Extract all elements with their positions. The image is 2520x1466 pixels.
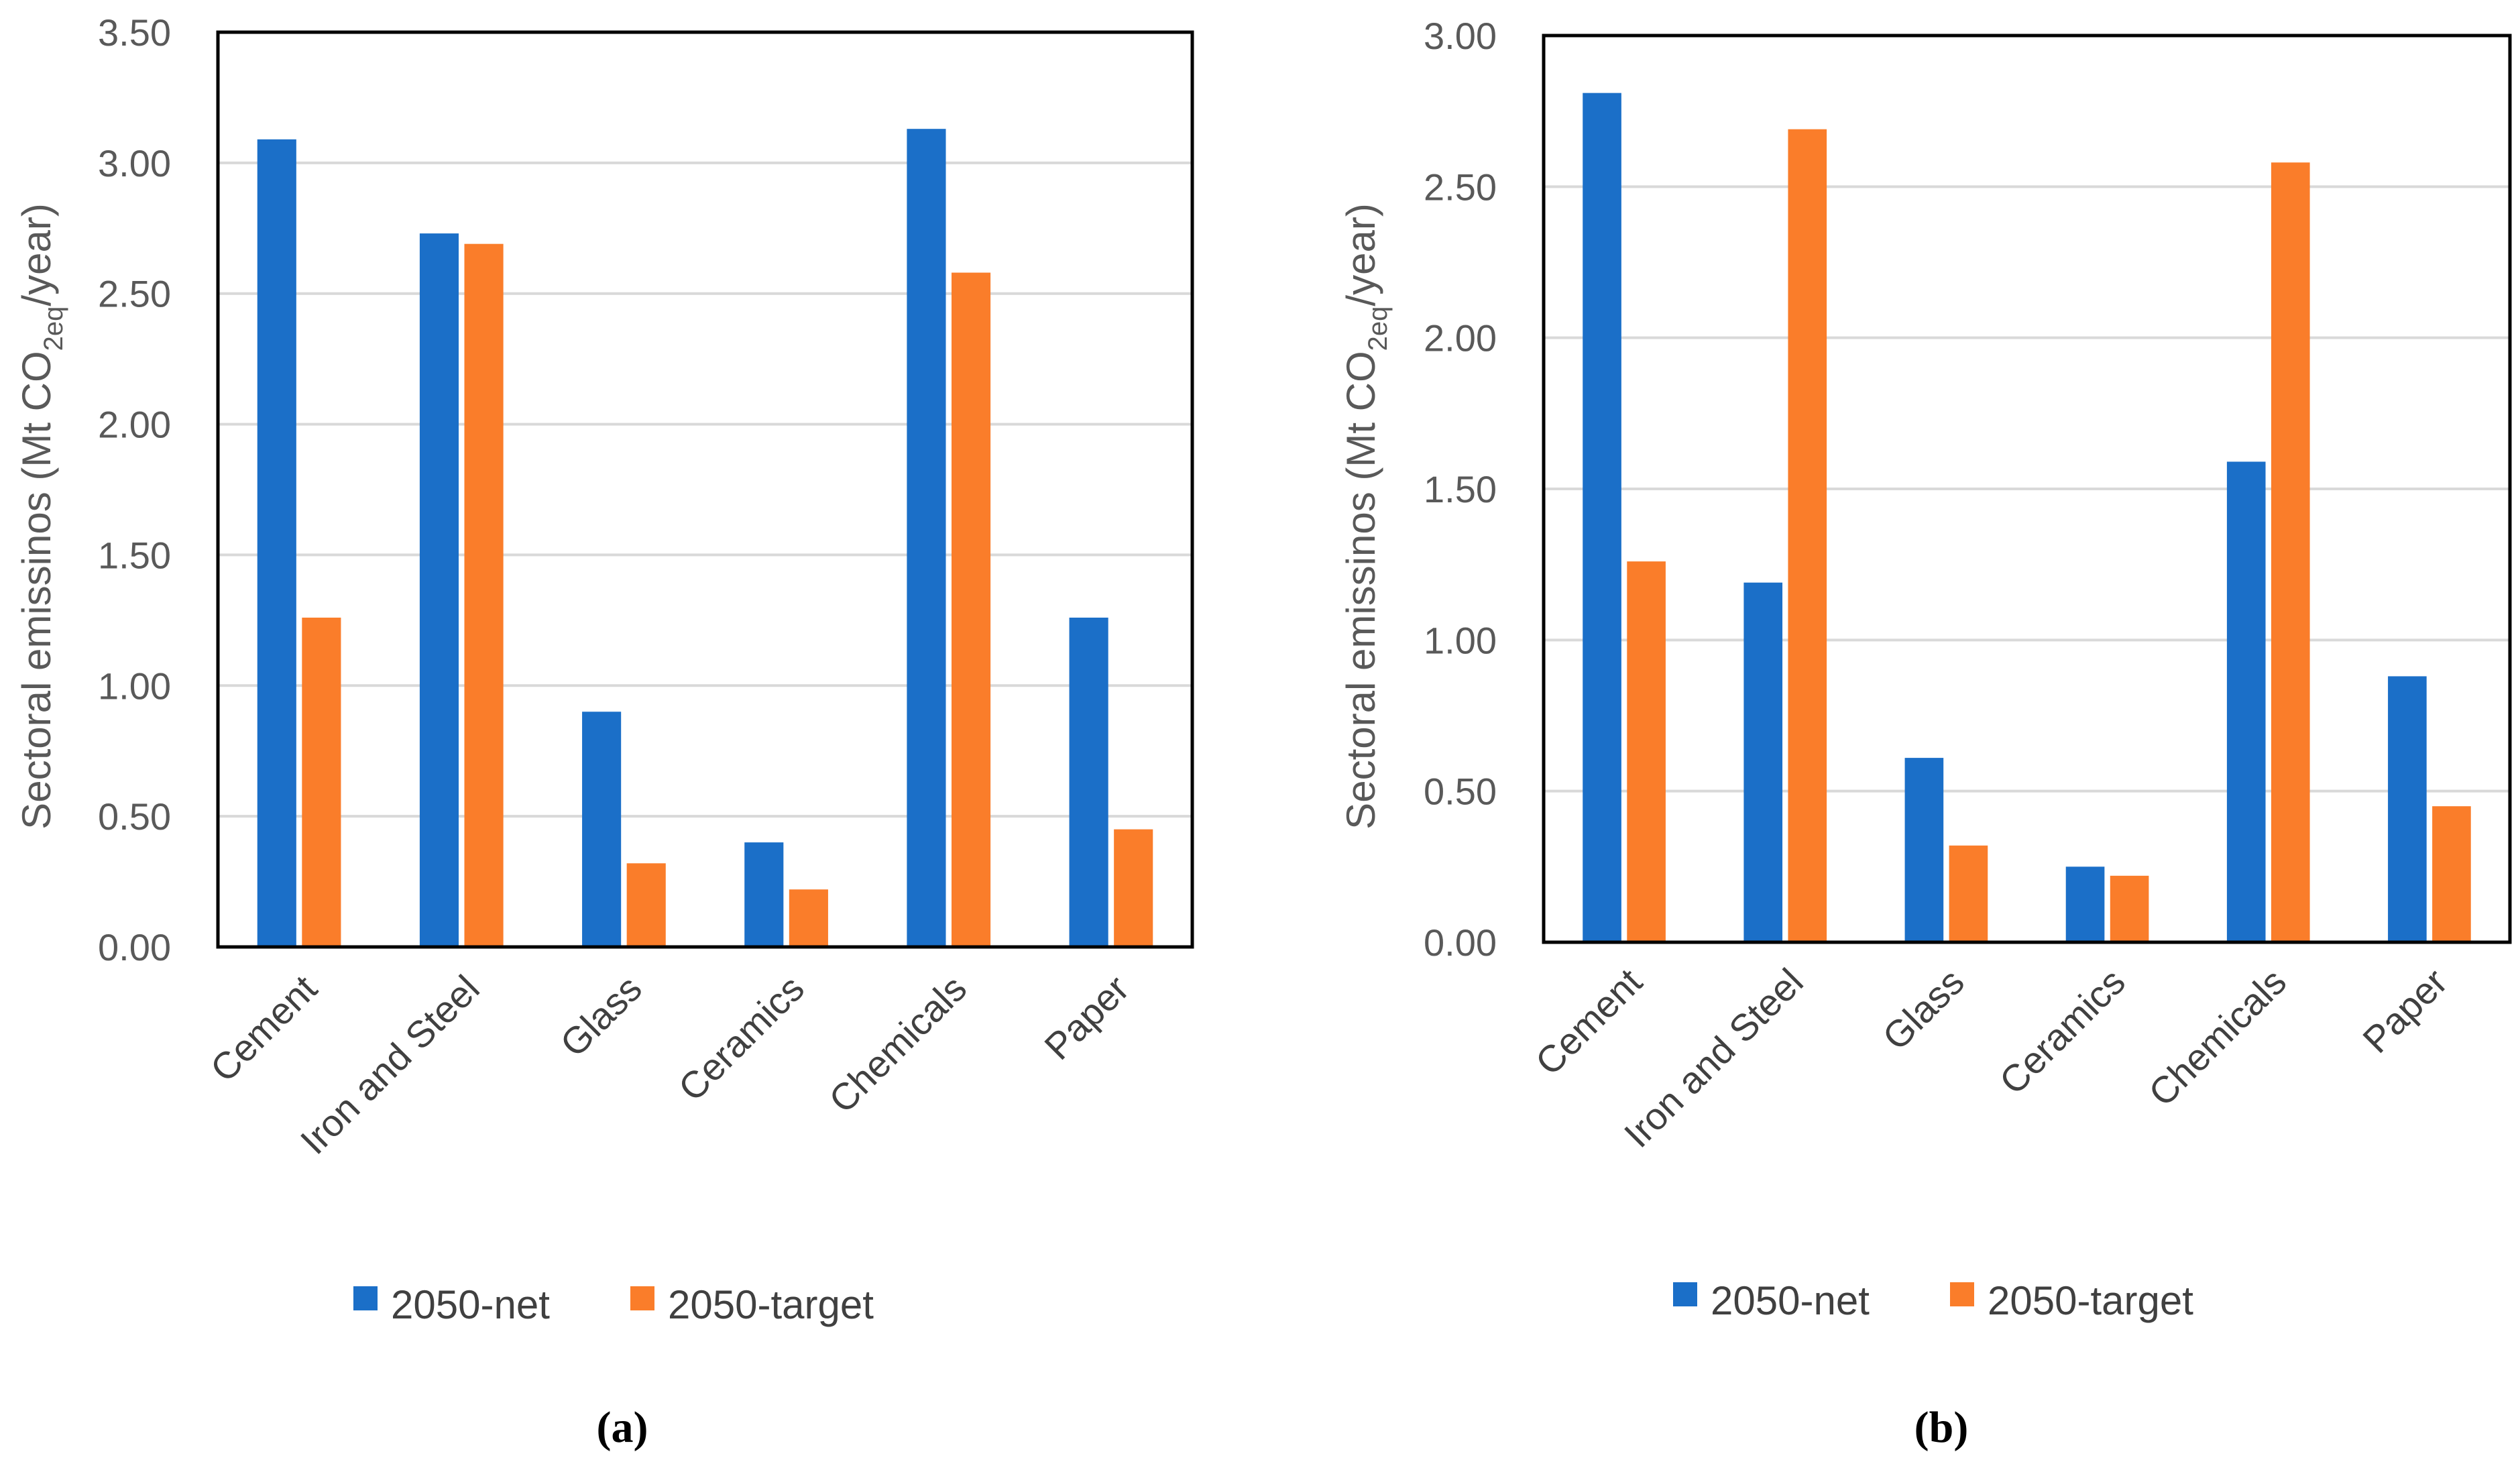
bar-net-paper — [1069, 617, 1108, 947]
legend-a: 2050-net 2050-target — [353, 1282, 874, 1327]
legend-b: 2050-net 2050-target — [1673, 1278, 2193, 1323]
legend-label-net-a: 2050-net — [391, 1282, 550, 1327]
bar-net-chemicals — [2226, 461, 2266, 942]
bar-target-chemicals — [2271, 162, 2310, 942]
bar-target-glass — [626, 863, 666, 947]
y-tick-label: 0.50 — [98, 795, 171, 838]
y-axis-title-subscript: 2eq — [39, 306, 68, 351]
x-category-label: Ceramics — [670, 967, 812, 1109]
bars-a — [257, 129, 1153, 948]
y-axis-title-a: Sectoral emissinos (Mt CO2eq/year) — [14, 203, 68, 830]
x-category-label: Paper — [2354, 960, 2455, 1061]
bar-net-ceramics — [2065, 866, 2105, 942]
y-tick-label: 2.50 — [98, 273, 171, 315]
y-axis-title-main: Sectoral emissinos (Mt CO — [14, 351, 59, 830]
y-tick-labels-a: 0.00 0.50 1.00 1.50 2.00 2.50 3.00 3.50 — [98, 11, 171, 968]
y-axis-title-unit: /year) — [1338, 203, 1383, 306]
y-tick-label: 2.50 — [1424, 166, 1497, 208]
x-category-label: Chemicals — [821, 967, 974, 1121]
bar-target-cement — [1627, 561, 1666, 942]
bar-target-iron-and-steel — [1788, 129, 1827, 942]
x-category-label: Cement — [1527, 960, 1650, 1084]
legend-swatch-net-b — [1673, 1282, 1697, 1306]
bar-target-ceramics — [2110, 875, 2149, 942]
panel-b: 0.00 0.50 1.00 1.50 2.00 2.50 3.00 CementIron … — [1338, 15, 2512, 1452]
bar-target-paper — [2432, 806, 2471, 942]
y-axis-title-subscript: 2eq — [1363, 306, 1393, 351]
y-tick-label: 0.00 — [98, 926, 171, 968]
y-tick-label: 3.00 — [98, 142, 171, 184]
caption-b: (b) — [1914, 1403, 1969, 1452]
bar-target-iron-and-steel — [464, 243, 504, 947]
legend-label-net-b: 2050-net — [1711, 1278, 1870, 1323]
legend-label-target-b: 2050-target — [1988, 1278, 2193, 1323]
plot-frame-a — [216, 30, 1194, 949]
bar-net-chemicals — [907, 129, 946, 947]
y-tick-label: 3.00 — [1424, 15, 1497, 57]
gridlines-b — [1544, 185, 2510, 793]
y-tick-label: 1.00 — [98, 665, 171, 707]
bar-target-ceramics — [789, 889, 828, 947]
y-tick-label: 0.50 — [1424, 771, 1497, 813]
legend-swatch-target-a — [630, 1286, 654, 1310]
gridlines-a — [218, 161, 1192, 818]
y-tick-label: 3.50 — [98, 11, 171, 54]
bar-target-cement — [302, 617, 341, 947]
x-category-label: Glass — [552, 967, 650, 1065]
x-category-label: Cement — [202, 967, 325, 1090]
y-tick-label: 0.00 — [1424, 921, 1497, 964]
legend-label-target-a: 2050-target — [668, 1282, 874, 1327]
bar-net-iron-and-steel — [419, 233, 459, 948]
bar-net-glass — [582, 712, 622, 947]
y-tick-label: 1.50 — [98, 534, 171, 576]
bar-net-iron-and-steel — [1743, 582, 1783, 942]
y-axis-title-main: Sectoral emissinos (Mt CO — [1338, 351, 1383, 830]
y-tick-label: 1.50 — [1424, 468, 1497, 510]
bar-target-chemicals — [951, 272, 991, 948]
legend-swatch-net-a — [353, 1286, 378, 1310]
y-tick-label: 1.00 — [1424, 619, 1497, 661]
y-axis-title-b: Sectoral emissinos (Mt CO2eq/year) — [1338, 203, 1393, 830]
bar-net-cement — [1583, 93, 1621, 942]
bar-target-glass — [1949, 845, 1988, 942]
x-category-label: Paper — [1036, 967, 1137, 1068]
bar-target-paper — [1114, 829, 1153, 947]
caption-a: (a) — [597, 1403, 648, 1452]
bar-net-paper — [2388, 676, 2427, 942]
y-axis-title-unit: /year) — [14, 203, 59, 306]
bar-net-cement — [257, 139, 296, 948]
bars-b — [1583, 93, 2471, 942]
y-tick-labels-b: 0.00 0.50 1.00 1.50 2.00 2.50 3.00 — [1424, 15, 1497, 964]
x-category-label: Chemicals — [2140, 960, 2294, 1114]
legend-swatch-target-b — [1950, 1282, 1974, 1306]
bar-net-ceramics — [744, 842, 784, 947]
panel-a: 0.00 0.50 1.00 1.50 2.00 2.50 3.00 3.50 CementI… — [14, 11, 1194, 1452]
x-category-label: Ceramics — [1991, 960, 2133, 1103]
plot-frame-b — [1542, 34, 2512, 944]
y-tick-label: 2.00 — [1424, 317, 1497, 359]
x-category-label: Glass — [1874, 960, 1972, 1058]
bar-net-glass — [1904, 758, 1944, 942]
y-tick-label: 2.00 — [98, 404, 171, 446]
